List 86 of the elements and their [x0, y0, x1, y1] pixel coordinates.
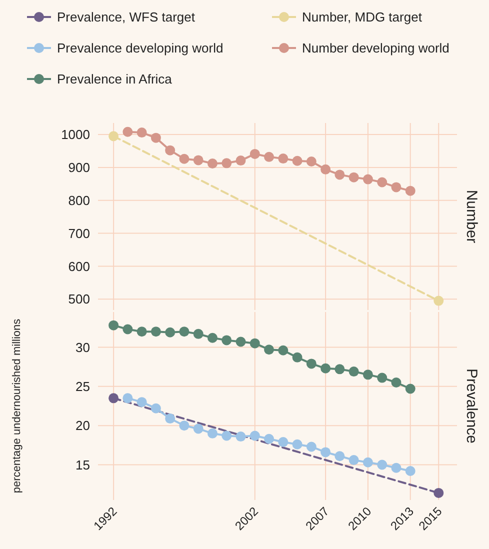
- point: [306, 156, 316, 167]
- y-tick-label: 1000: [61, 127, 90, 142]
- legend-label: Prevalence, WFS target: [57, 10, 196, 25]
- point: [320, 447, 331, 458]
- point: [207, 158, 218, 168]
- point: [165, 145, 176, 156]
- point: [292, 439, 302, 450]
- legend-label: Prevalence developing world: [57, 40, 224, 56]
- point: [377, 372, 388, 383]
- point: [179, 326, 190, 337]
- point: [391, 182, 402, 192]
- point: [362, 174, 373, 184]
- text: Prevalence: [463, 368, 480, 444]
- point: [207, 428, 218, 438]
- point: [250, 148, 260, 159]
- point: [377, 460, 388, 470]
- point: [250, 430, 260, 441]
- point: [222, 158, 232, 168]
- point: [236, 156, 246, 166]
- point: [306, 358, 316, 369]
- legend-label: Number developing world: [302, 40, 450, 56]
- y-tick-label: 700: [68, 226, 90, 241]
- point: [391, 378, 402, 388]
- point: [193, 424, 204, 434]
- point: [405, 384, 416, 394]
- point: [165, 327, 176, 338]
- point: [377, 177, 388, 188]
- point: [150, 403, 161, 414]
- point: [278, 154, 288, 164]
- point: [434, 296, 444, 306]
- legend-label: Prevalence in Africa: [57, 72, 173, 87]
- y-tick-label: 900: [68, 160, 90, 175]
- point: [348, 455, 359, 466]
- point: [122, 126, 133, 137]
- y-tick-label: 15: [76, 457, 90, 472]
- point: [264, 434, 274, 444]
- point: [207, 332, 218, 343]
- y-axis-title: percentage undernourished millions: [11, 318, 23, 494]
- point: [122, 324, 133, 334]
- point: [348, 172, 359, 182]
- point: [136, 128, 147, 138]
- point: [362, 457, 373, 468]
- point: [222, 335, 232, 346]
- point: [292, 352, 302, 362]
- point: [150, 132, 161, 143]
- point: [136, 326, 147, 337]
- point: [362, 370, 373, 380]
- point: [193, 328, 204, 339]
- point: [108, 320, 119, 330]
- point: [136, 397, 147, 408]
- point: [306, 442, 316, 452]
- point: [150, 326, 161, 337]
- point: [320, 164, 331, 174]
- point: [165, 414, 176, 424]
- point: [108, 393, 119, 404]
- point: [236, 336, 246, 347]
- point: [405, 186, 416, 196]
- point: [434, 488, 444, 498]
- text: Number: [463, 190, 480, 244]
- point: [250, 338, 260, 348]
- point: [292, 156, 302, 166]
- point: [334, 451, 345, 462]
- point: [222, 430, 232, 441]
- point: [405, 466, 416, 476]
- point: [334, 170, 345, 180]
- point: [278, 345, 288, 356]
- point: [236, 432, 246, 442]
- point: [278, 437, 288, 448]
- y-tick-label: 30: [76, 340, 90, 355]
- point: [179, 420, 190, 431]
- point: [348, 366, 359, 377]
- y-tick-label: 800: [68, 192, 90, 208]
- point: [320, 363, 331, 374]
- y-tick-label: 20: [76, 418, 90, 434]
- y-tick-label: 500: [68, 292, 90, 307]
- point: [391, 462, 402, 473]
- point: [122, 393, 133, 404]
- point: [264, 152, 274, 162]
- y-tick-label: 25: [76, 378, 90, 394]
- legend-label: Number, MDG target: [302, 10, 422, 25]
- y-tick-label: 600: [68, 258, 90, 274]
- point: [334, 364, 345, 374]
- point: [264, 344, 274, 355]
- point: [108, 131, 119, 142]
- point: [193, 155, 204, 166]
- point: [179, 154, 190, 164]
